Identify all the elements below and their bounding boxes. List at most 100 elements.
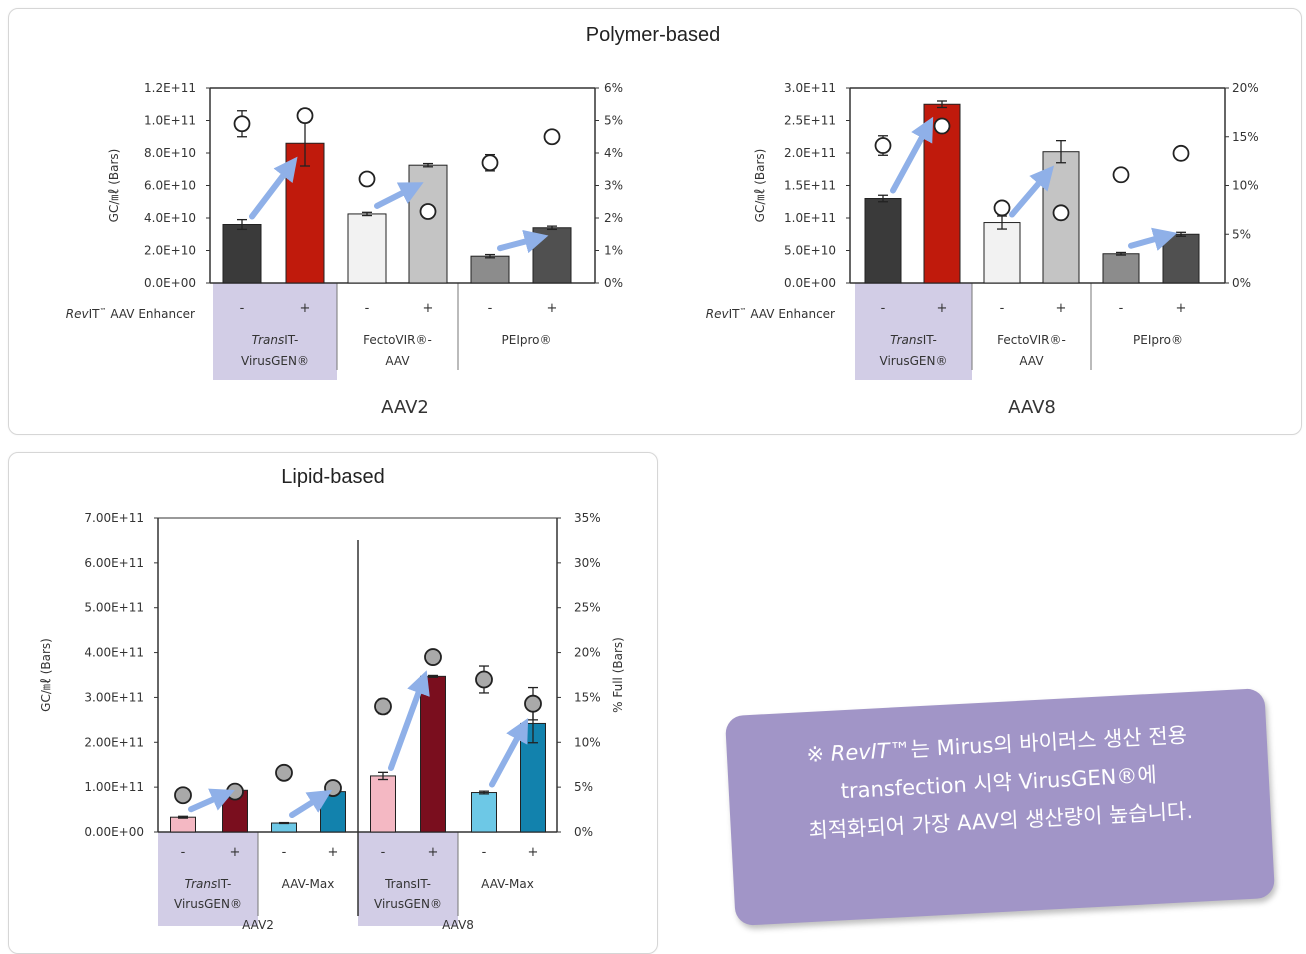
- group-label-line2: VirusGEN®: [174, 897, 242, 911]
- serotype-label: AAV2: [242, 918, 274, 932]
- enhancer-sign: +: [423, 301, 434, 316]
- percent-full-marker: [481, 154, 499, 172]
- bar: [408, 164, 448, 284]
- percent-full-marker: [296, 107, 314, 125]
- y2-tick-label: 5%: [604, 114, 623, 128]
- note-line1: ™는 Mirus의 바이러스 생산 전용: [889, 723, 1188, 763]
- y-tick-label: 7.00E+11: [84, 511, 144, 525]
- percent-full-marker: [324, 779, 342, 797]
- y-tick-label: 0.00E+00: [84, 825, 144, 839]
- percent-full-marker: [874, 137, 892, 154]
- y-tick-label: 1.2E+11: [144, 81, 196, 95]
- y2-tick-label: 20%: [574, 646, 601, 660]
- increase-arrow: [1009, 165, 1055, 218]
- y2-tick-label: 0%: [574, 825, 593, 839]
- group-label: PEIpro®: [502, 333, 552, 347]
- percent-full-marker: [374, 697, 392, 716]
- y-tick-label: 0.0E+00: [784, 276, 836, 290]
- group-highlight: [855, 283, 972, 380]
- group-label: TransIT-: [185, 877, 232, 891]
- note-line3: 최적화되어 가장 AAV의 생산량이 높습니다.: [807, 798, 1194, 844]
- percent-full-marker: [543, 128, 561, 146]
- y-tick-label: 1.5E+11: [784, 179, 836, 193]
- y-tick-label: 1.0E+11: [144, 114, 196, 128]
- group-label-line2: VirusGEN®: [241, 354, 309, 368]
- enhancer-row-label: RevIT™ AAV Enhancer: [66, 307, 195, 321]
- increase-arrow: [249, 156, 298, 220]
- y2-tick-label: 5%: [574, 780, 593, 794]
- bar: [271, 822, 297, 833]
- percent-full-marker: [475, 670, 493, 689]
- y-tick-label: 6.00E+11: [84, 556, 144, 570]
- y-axis-title: GC/㎖ (Bars): [39, 638, 53, 712]
- group-label: AAV-Max: [481, 877, 534, 891]
- chart-title: AAV2: [381, 397, 429, 418]
- group-label: TransIT-: [384, 877, 431, 891]
- enhancer-sign: +: [547, 301, 558, 316]
- enhancer-sign: -: [482, 845, 487, 860]
- increase-arrow: [188, 788, 235, 813]
- enhancer-sign: +: [528, 845, 539, 860]
- increase-arrow: [489, 717, 529, 788]
- group-label-line2: VirusGEN®: [880, 354, 948, 368]
- enhancer-sign: +: [1176, 301, 1187, 316]
- percent-full-marker: [233, 115, 251, 133]
- enhancer-sign: -: [1119, 301, 1124, 316]
- enhancer-sign: +: [300, 301, 311, 316]
- chart-title: AAV8: [1008, 397, 1056, 418]
- enhancer-sign: +: [1056, 301, 1067, 316]
- percent-full-marker: [1112, 166, 1130, 184]
- percent-full-marker: [1172, 144, 1190, 162]
- bar: [470, 255, 510, 284]
- group-label: TransIT-: [252, 333, 299, 347]
- y2-tick-label: 35%: [574, 511, 601, 525]
- y-tick-label: 2.00E+11: [84, 735, 144, 749]
- enhancer-sign: -: [282, 845, 287, 860]
- bar: [170, 816, 196, 833]
- bar: [864, 198, 902, 284]
- y2-tick-label: 0%: [604, 276, 623, 290]
- note-lead: ※: [805, 741, 832, 768]
- y2-tick-label: 30%: [574, 556, 601, 570]
- y2-tick-label: 10%: [1232, 179, 1259, 193]
- y-tick-label: 3.0E+11: [784, 81, 836, 95]
- enhancer-sign: -: [365, 301, 370, 316]
- group-label-line2: AAV: [1019, 354, 1044, 368]
- note-brand: RevIT: [830, 738, 891, 766]
- bar: [471, 792, 497, 833]
- bar: [222, 224, 262, 284]
- enhancer-sign: -: [381, 845, 386, 860]
- group-label: FectoVIR®-: [997, 333, 1066, 347]
- lipid-panel-title: Lipid-based: [281, 466, 385, 488]
- y-axis-title: GC/㎖ (Bars): [753, 149, 767, 223]
- y2-tick-label: 1%: [604, 244, 623, 258]
- lipid-panel: [8, 452, 658, 954]
- bar: [1162, 233, 1200, 284]
- y-tick-label: 4.00E+11: [84, 646, 144, 660]
- y-axis-title: GC/㎖ (Bars): [107, 149, 121, 223]
- group-label: FectoVIR®-: [363, 333, 432, 347]
- enhancer-sign: +: [328, 845, 339, 860]
- serotype-label: AAV8: [442, 918, 474, 932]
- y-tick-label: 1.0E+11: [784, 211, 836, 225]
- percent-full-marker: [358, 170, 376, 188]
- enhancer-sign: -: [181, 845, 186, 860]
- group-highlight: [158, 832, 258, 926]
- polymer-panel-title: Polymer-based: [585, 24, 721, 46]
- y-tick-label: 2.0E+11: [784, 146, 836, 160]
- y-tick-label: 6.0E+10: [144, 179, 196, 193]
- y2-tick-label: 4%: [604, 146, 623, 160]
- group-highlight: [213, 283, 337, 380]
- percent-full-marker: [174, 786, 192, 805]
- y-tick-label: 5.0E+10: [784, 244, 836, 258]
- group-label-line2: VirusGEN®: [374, 897, 442, 911]
- bar: [347, 213, 387, 284]
- percent-full-marker: [933, 117, 951, 135]
- bar: [370, 775, 396, 833]
- y2-axis-title: % Full (Bars): [611, 637, 625, 713]
- percent-full-marker: [419, 203, 437, 220]
- y-tick-label: 5.00E+11: [84, 601, 144, 615]
- y2-tick-label: 2%: [604, 211, 623, 225]
- y2-tick-label: 25%: [574, 601, 601, 615]
